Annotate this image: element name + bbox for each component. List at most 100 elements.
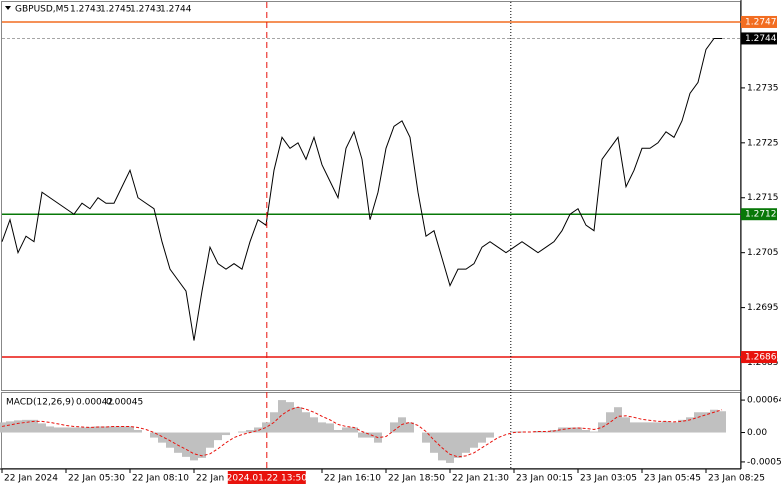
macd-bar <box>102 426 110 433</box>
macd-bar <box>158 432 166 443</box>
level-label-box <box>741 15 777 28</box>
signal-value: 0.00045 <box>106 398 143 408</box>
macd-bar <box>294 407 302 433</box>
macd-bar <box>38 423 46 433</box>
macd-bar <box>134 429 142 433</box>
macd-bar <box>630 422 638 433</box>
macd-bar <box>78 427 86 433</box>
macd-bar <box>110 426 118 433</box>
macd-bar <box>574 427 582 433</box>
macd-bar <box>406 422 414 433</box>
macd-bar <box>654 422 662 433</box>
macd-bar <box>638 422 646 433</box>
macd-bar <box>438 432 446 461</box>
macd-bar <box>46 426 54 433</box>
macd-bar <box>646 422 654 433</box>
macd-bar <box>590 431 598 433</box>
macd-bar <box>486 432 494 438</box>
macd-bar <box>462 432 470 453</box>
macd-bar <box>94 426 102 433</box>
macd-bar <box>118 426 126 433</box>
macd-bar <box>62 427 70 433</box>
macd-bar <box>350 427 358 433</box>
macd-bar <box>558 427 566 433</box>
macd-bar <box>126 426 134 433</box>
macd-bar <box>342 427 350 433</box>
macd-bar <box>678 419 686 433</box>
macd-bar <box>566 427 574 433</box>
level-label-box <box>741 351 777 364</box>
macd-bar <box>198 432 206 458</box>
menu-icon[interactable] <box>5 6 11 10</box>
macd-bar <box>326 423 334 433</box>
y-tick-label: 1.2735 <box>747 83 779 93</box>
macd-bar <box>366 432 374 438</box>
macd-bar <box>6 421 14 433</box>
x-tick-label: 23 Jan 05:45 <box>644 474 701 484</box>
macd-bar <box>310 417 318 433</box>
macd-bar <box>518 431 526 433</box>
macd-bar <box>14 420 22 433</box>
y-tick-label: 1.2715 <box>747 193 779 203</box>
macd-bar <box>582 429 590 433</box>
macd-bar <box>222 432 230 436</box>
ohlc-close: 1.2744 <box>160 5 192 15</box>
level-label-box <box>741 32 777 45</box>
macd-bar <box>70 427 78 433</box>
x-tick-label: 23 Jan 03:05 <box>580 474 637 484</box>
macd-bar <box>470 432 478 448</box>
macd-bar <box>190 432 198 461</box>
macd-bar <box>246 429 254 433</box>
ohlc-low: 1.2743 <box>130 5 162 15</box>
macd-bar <box>358 432 366 438</box>
x-tick-label: 22 Jan 21:30 <box>452 474 509 484</box>
level-label: 1.2686 <box>745 353 777 363</box>
y-tick-label: 0.00064 <box>747 396 781 406</box>
macd-bar <box>206 432 214 448</box>
macd-bar <box>0 422 6 433</box>
macd-bar <box>86 426 94 433</box>
x-tick-label: 22 Jan 2024 <box>4 474 58 484</box>
macd-bar <box>182 432 190 457</box>
ohlc-high: 1.2745 <box>100 5 132 15</box>
macd-bar <box>542 431 550 433</box>
macd-bar <box>702 412 710 433</box>
macd-bar <box>390 422 398 433</box>
y-tick-label: 1.2725 <box>747 138 779 148</box>
macd-bar <box>430 432 438 453</box>
macd-bar <box>454 432 462 458</box>
macd-bar <box>718 411 726 433</box>
y-tick-label: 1.2695 <box>747 303 779 313</box>
x-tick-label: 22 Jan 18:50 <box>388 474 445 484</box>
crosshair-label: 2024.01.22 13:50 <box>227 474 308 484</box>
macd-value: 0.00042 <box>76 398 113 408</box>
macd-bar <box>318 422 326 433</box>
macd-bar <box>422 432 430 443</box>
ohlc-open: 1.2743 <box>70 5 102 15</box>
macd-bar <box>278 400 286 433</box>
macd-bar <box>334 429 342 433</box>
x-tick-label: 22 Jan 16:10 <box>324 474 381 484</box>
x-tick-label: 23 Jan 08:25 <box>708 474 765 484</box>
macd-bar <box>174 432 182 453</box>
x-tick-label: 22 Jan <box>196 474 224 484</box>
x-tick-label: 23 Jan 00:15 <box>516 474 573 484</box>
macd-bar <box>478 432 486 443</box>
crosshair-label-box <box>227 471 306 484</box>
x-tick-label: 22 Jan 08:10 <box>132 474 189 484</box>
macd-bar <box>446 432 454 463</box>
level-label: 1.2744 <box>745 34 777 44</box>
macd-bar <box>670 422 678 433</box>
macd-bar <box>686 417 694 433</box>
macd-bar <box>598 422 606 433</box>
macd-bar <box>30 419 38 433</box>
macd-bar <box>262 422 270 433</box>
y-tick-label: 1.2705 <box>747 248 779 258</box>
symbol: GBPUSD,M5 <box>15 5 69 15</box>
macd-bar <box>254 427 262 433</box>
level-label-box <box>741 208 777 221</box>
macd-bar <box>614 407 622 433</box>
macd-bar <box>694 412 702 433</box>
